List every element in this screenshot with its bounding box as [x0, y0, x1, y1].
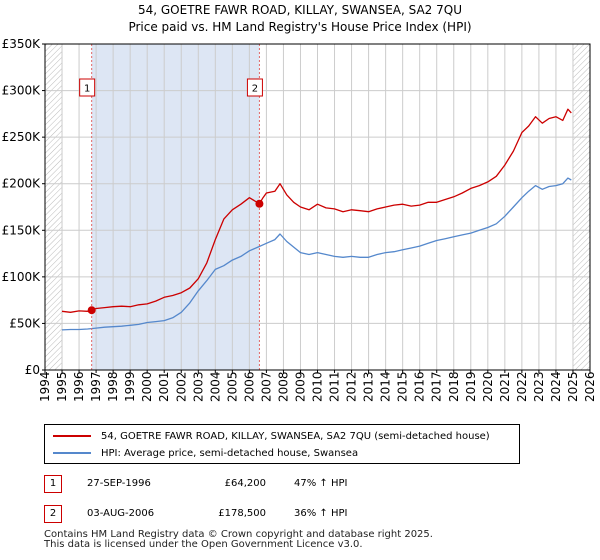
- x-tick-label: 2018: [447, 371, 461, 402]
- y-tick-label: £0: [25, 363, 40, 377]
- x-tick-label: 2011: [328, 371, 342, 402]
- footer-line-1: Contains HM Land Registry data © Crown c…: [44, 529, 433, 540]
- x-tick-label: 1999: [123, 371, 137, 402]
- x-tick-label: 2008: [276, 371, 290, 402]
- sale-date: 27-SEP-1996: [87, 478, 151, 489]
- sale-label-box: [79, 78, 96, 97]
- hatched-region: [572, 44, 590, 370]
- sale-point: [87, 306, 96, 315]
- legend-label-hpi: HPI: Average price, semi-detached house,…: [101, 447, 359, 459]
- x-tick-label: 2004: [208, 371, 222, 402]
- sale-price: £64,200: [224, 478, 266, 489]
- price-chart: 1 2 £0 £50K £100K £150K £200K £250K £300K £350K 1…: [2, 37, 597, 402]
- x-tick-label: 2002: [174, 371, 188, 402]
- sale-number-badge: 1: [44, 475, 62, 493]
- x-tick-label: 2014: [379, 371, 393, 402]
- legend-swatch-hpi: [53, 452, 91, 454]
- x-tick-label: 2009: [293, 371, 307, 402]
- sale-label: 1: [84, 84, 90, 95]
- y-tick-label: £300K: [2, 84, 42, 98]
- sale-label: 2: [252, 84, 258, 95]
- legend-item-property: 54, GOETRE FAWR ROAD, KILLAY, SWANSEA, S…: [53, 428, 490, 444]
- chart-title: 54, GOETRE FAWR ROAD, KILLAY, SWANSEA, S…: [0, 2, 600, 36]
- x-tick-label: 2000: [140, 371, 154, 402]
- x-tick-label: 2019: [464, 371, 478, 402]
- x-tick-label: 2026: [583, 371, 597, 402]
- x-tick-label: 2020: [481, 371, 495, 402]
- x-tick-label: 2021: [498, 371, 512, 402]
- legend-swatch-property: [53, 435, 91, 437]
- legend-label-property: 54, GOETRE FAWR ROAD, KILLAY, SWANSEA, S…: [101, 430, 490, 442]
- x-tick-label: 2007: [259, 371, 273, 402]
- x-tick-label: 2006: [242, 371, 256, 402]
- x-tick-label: 1994: [38, 371, 52, 402]
- x-tick-label: 2022: [515, 371, 529, 402]
- legend: 54, GOETRE FAWR ROAD, KILLAY, SWANSEA, S…: [44, 424, 520, 464]
- y-tick-label: £200K: [2, 177, 42, 191]
- sale-hpi-change: 47% ↑ HPI: [294, 478, 348, 489]
- x-tick-label: 2024: [549, 371, 563, 402]
- y-tick-label: £250K: [2, 130, 42, 144]
- footer-attribution: Contains HM Land Registry data © Crown c…: [44, 530, 433, 550]
- x-tick-label: 2015: [396, 371, 410, 402]
- x-tick-label: 2017: [430, 371, 444, 402]
- y-tick-label: £150K: [2, 223, 42, 237]
- x-tick-label: 2016: [413, 371, 427, 402]
- x-tick-label: 2010: [311, 371, 325, 402]
- x-tick-label: 1996: [72, 371, 86, 402]
- x-tick-label: 1995: [55, 371, 69, 402]
- sale-point: [255, 199, 264, 208]
- legend-item-hpi: HPI: Average price, semi-detached house,…: [53, 445, 358, 461]
- hpi-line: [61, 177, 572, 331]
- x-tick-label: 2023: [532, 371, 546, 402]
- sale-number-badge: 2: [44, 505, 62, 523]
- y-tick-label: £50K: [9, 316, 41, 330]
- title-line-2: Price paid vs. HM Land Registry's House …: [128, 20, 472, 34]
- y-tick-label: £100K: [2, 270, 42, 284]
- x-tick-label: 2001: [157, 371, 171, 402]
- x-tick-label: 2005: [225, 371, 239, 402]
- x-tick-label: 1997: [89, 371, 103, 402]
- x-tick-label: 1998: [106, 371, 120, 402]
- title-line-1: 54, GOETRE FAWR ROAD, KILLAY, SWANSEA, S…: [137, 3, 462, 17]
- x-tick-label: 2012: [345, 371, 359, 402]
- property-price-line: [61, 108, 572, 313]
- hatched-region: [45, 44, 63, 370]
- x-tick-label: 2013: [362, 371, 376, 402]
- x-tick-label: 2003: [191, 371, 205, 402]
- sale-date: 03-AUG-2006: [87, 508, 155, 519]
- y-tick-label: £350K: [2, 37, 42, 51]
- sale-price: £178,500: [218, 508, 266, 519]
- ownership-shade: [91, 44, 260, 370]
- x-tick-label: 2025: [566, 371, 580, 402]
- sale-label-box: [246, 78, 263, 97]
- sale-hpi-change: 36% ↑ HPI: [294, 508, 348, 519]
- footer-line-2: This data is licensed under the Open Gov…: [44, 539, 363, 550]
